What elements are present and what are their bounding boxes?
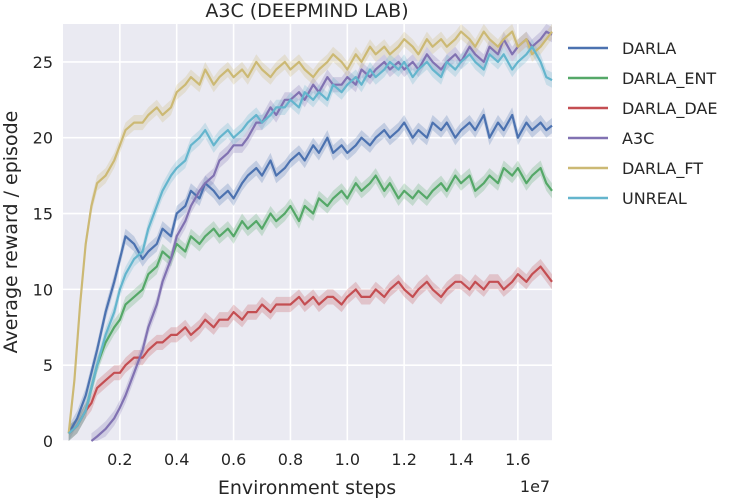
x-tick-label: 0.8 xyxy=(278,450,303,469)
band-darla-dae xyxy=(68,259,552,441)
series-lines xyxy=(67,30,553,442)
x-tick-label: 0.6 xyxy=(221,450,246,469)
chart-title: A3C (DEEPMIND LAB) xyxy=(205,0,408,22)
legend: DARLA DARLA_ENT DARLA_DAE A3C DARLA_FT UNREAL xyxy=(568,39,717,208)
x-tick-label: 0.4 xyxy=(164,450,189,469)
y-tick-labels: 0 5 10 15 20 25 xyxy=(33,53,53,451)
y-axis-label: Average reward / episode xyxy=(0,111,22,354)
y-tick-label: 20 xyxy=(33,129,53,148)
x-tick-label: 0.2 xyxy=(107,450,132,469)
y-tick-label: 5 xyxy=(43,356,53,375)
series-line-a3c xyxy=(90,30,553,442)
legend-label-a3c: A3C xyxy=(622,129,654,148)
plot-background xyxy=(63,24,552,441)
legend-label-darla-dae: DARLA_DAE xyxy=(622,99,717,119)
x-axis-label: Environment steps xyxy=(218,477,396,499)
y-tick-label: 25 xyxy=(33,53,53,72)
x-tick-label: 1.2 xyxy=(391,450,416,469)
grid-lines xyxy=(63,24,552,442)
series-line-darla-dae xyxy=(67,265,553,435)
legend-label-unreal: UNREAL xyxy=(622,189,687,208)
legend-label-darla-ent: DARLA_ENT xyxy=(622,69,716,89)
series-line-darla-ft xyxy=(67,30,553,434)
x-tick-label: 1.0 xyxy=(335,450,360,469)
y-tick-label: 15 xyxy=(33,205,53,224)
y-tick-label: 10 xyxy=(33,280,53,299)
x-tick-labels: 0.2 0.4 0.6 0.8 1.0 1.2 1.4 1.6 xyxy=(107,450,530,469)
legend-label-darla-ft: DARLA_FT xyxy=(622,159,703,179)
x-axis-multiplier: 1e7 xyxy=(520,477,550,496)
confidence-bands xyxy=(68,24,553,442)
band-darla-ent xyxy=(68,160,552,441)
x-tick-label: 1.4 xyxy=(448,450,473,469)
band-darla xyxy=(68,107,552,442)
x-tick-label: 1.6 xyxy=(505,450,530,469)
series-line-darla xyxy=(67,113,553,434)
series-line-unreal xyxy=(67,45,553,435)
legend-label-darla: DARLA xyxy=(622,39,676,58)
y-tick-label: 0 xyxy=(43,432,53,451)
series-line-darla-ent xyxy=(67,167,553,435)
